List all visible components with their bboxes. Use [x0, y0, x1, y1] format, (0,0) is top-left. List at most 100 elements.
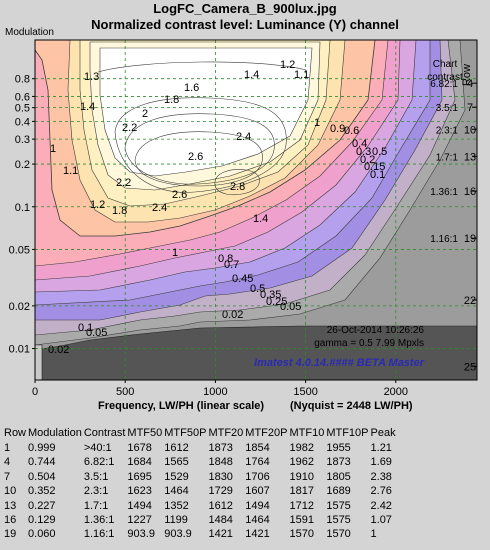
contour-labels: 2.8 2.6 2.6 2.4 2.4 2.2 2.2 2 1.8 1.8 1.…: [48, 59, 387, 356]
contour-label: 1.6: [184, 82, 199, 94]
column-header: MTF50P: [164, 427, 207, 439]
table-cell: 1570: [326, 528, 351, 541]
table-cell: 1612: [208, 499, 233, 512]
table-cell: 1565: [164, 456, 189, 469]
x-tick-label: 2000: [384, 386, 408, 398]
table-cell: 1712: [289, 499, 314, 512]
contour-label: 2.4: [236, 131, 251, 143]
contour-label: 0.8: [218, 253, 233, 265]
chart-contrast-value: 1.16:1: [430, 234, 458, 245]
table-cell: >40:1: [83, 442, 112, 454]
column-header: MTF20P: [245, 427, 288, 439]
contour-label: 1.8: [112, 205, 127, 217]
table-cell: 0.504: [28, 470, 56, 483]
contour-label: 0.3: [356, 146, 371, 158]
y-tick-label: 0.6: [15, 91, 30, 103]
contour-label: 0.45: [232, 273, 253, 285]
contour-fill-1.8: [99, 47, 313, 177]
table-cell: 1764: [245, 456, 270, 469]
table-cell: 16: [4, 514, 17, 527]
x-tick-label: 1500: [293, 386, 317, 398]
table-cell: 1494: [127, 499, 152, 512]
table-cell: 1706: [245, 470, 270, 483]
table-cell: 1.7:1: [83, 499, 109, 512]
row-number: 13: [464, 151, 476, 163]
contour-label: 1: [172, 247, 178, 259]
table-cell: 1421: [245, 528, 270, 541]
chart-contrast-value: 1.36:1: [430, 187, 458, 198]
table-cell: 3.5:1: [83, 470, 109, 483]
table-cell: 6.82:1: [83, 456, 115, 469]
table-cell: 1421: [208, 528, 233, 541]
table-cell: 1962: [289, 456, 314, 469]
contour-label: 1: [314, 117, 320, 129]
table-cell: 1.36:1: [83, 514, 115, 527]
table-row: 16 0.129 1.36:1 1227 1199 1484 1464 1591 1575 1.0…: [4, 513, 398, 527]
contour-label: 2.8: [230, 181, 245, 193]
contour-line-2.2: [114, 97, 287, 193]
row-number: 7: [467, 102, 473, 114]
nyquist-note: (Nyquist = 2448 LW/PH): [290, 400, 413, 412]
contour-line-2.6: [134, 131, 263, 187]
table-cell: 1873: [208, 442, 233, 454]
contour-label: 1.2: [280, 59, 295, 71]
chart-contrast-title-2: contrast: [427, 72, 463, 83]
table-cell: 1910: [289, 470, 314, 483]
table-cell: 0.352: [28, 485, 56, 498]
table-cell: 1575: [326, 499, 351, 512]
table-cell: 1729: [208, 485, 233, 498]
contour-label: 0.02: [48, 344, 69, 356]
table-cell: 13: [4, 499, 17, 512]
table-cell: 1227: [127, 514, 152, 527]
table-row: 7 0.504 3.5:1 1695 1529 1830 1706 1910 1805 2.38: [4, 470, 398, 484]
chart-contrast-title-1: Chart: [433, 59, 458, 70]
contour-label: 0.1: [370, 169, 385, 181]
contour-label: 1.2: [90, 199, 105, 211]
contour-label: 1.4: [80, 101, 95, 113]
table-cell: 0.744: [28, 456, 56, 469]
contour-label: 1.4: [253, 213, 268, 225]
contour-line-2.4: [124, 113, 275, 185]
table-cell: 4: [4, 456, 11, 469]
left-edge-strip: [35, 344, 43, 380]
table-cell: 1612: [164, 442, 189, 454]
table-cell: 1684: [127, 456, 152, 469]
table-cell: 1695: [127, 470, 152, 483]
plot-frame: [34, 39, 478, 381]
table-cell: 1.21: [370, 442, 392, 454]
table-cell: 903.9: [127, 528, 155, 541]
table-cell: 1955: [326, 442, 351, 454]
table-cell: 1689: [326, 485, 351, 498]
table-cell: 7: [4, 470, 11, 483]
y-tick-label: 0.05: [9, 244, 30, 256]
contour-label: 1.3: [84, 71, 99, 83]
table-cell: 1: [370, 528, 377, 541]
contour-label: 1.4: [244, 69, 259, 81]
table-cell: 1464: [164, 485, 189, 498]
column-header: Peak: [370, 427, 396, 439]
chart-contrast-value: 2.3:1: [436, 125, 459, 136]
row-number: 10: [464, 124, 476, 136]
table-cell: 1591: [289, 514, 314, 527]
contour-label: 0.1: [78, 322, 93, 334]
chart-subtitle: Normalized contrast level: Luminance (Y)…: [91, 17, 399, 32]
y-tick-label: 0.4: [15, 116, 30, 128]
contour-label: 0.6: [344, 125, 359, 137]
row-number: 4: [467, 78, 473, 90]
table-cell: 1982: [289, 442, 314, 454]
contour-label: 0.05: [86, 327, 107, 339]
table-cell: 1575: [326, 514, 351, 527]
table-row: 10 0.352 2.3:1 1623 1464 1729 1607 1817 1689 2.76: [4, 484, 398, 498]
y-tick-label: 0.02: [9, 301, 30, 313]
row-number: 16: [464, 186, 476, 198]
contour-line-1.6: [97, 61, 307, 73]
table-cell: 1830: [208, 470, 233, 483]
table-cell: 1494: [245, 499, 270, 512]
contour-label: 0.5: [372, 146, 387, 158]
contour-label: 1.1: [294, 69, 309, 81]
contour-label: 0.2: [360, 154, 375, 166]
table-cell: 1.07: [370, 514, 392, 527]
low-modulation-band: [35, 325, 477, 380]
table-header-row: Row Modulation Contrast MTF50 MTF50P MTF20 MTF…: [4, 426, 398, 441]
